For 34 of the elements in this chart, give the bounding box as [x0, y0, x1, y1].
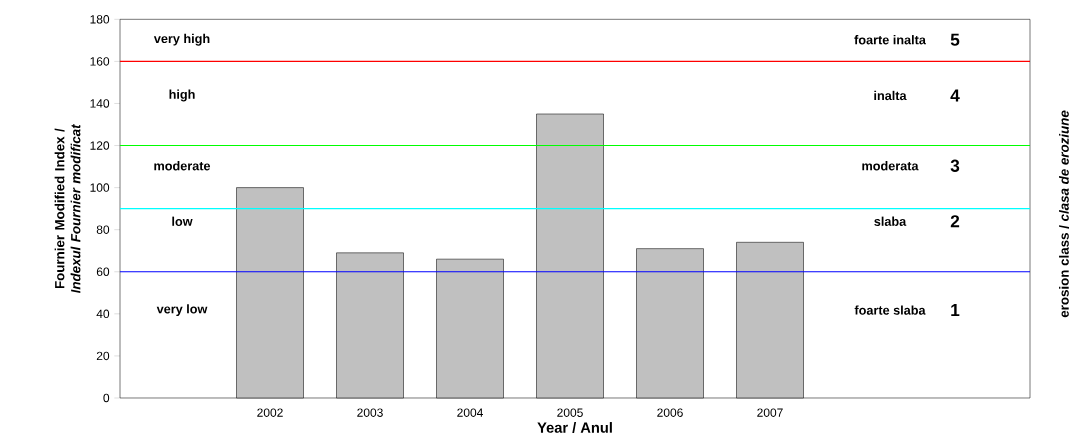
y-tick-label: 140: [90, 99, 110, 108]
x-tick-label: 2002: [257, 408, 283, 417]
annotation: very low: [156, 304, 208, 316]
y-tick-label: 40: [96, 309, 110, 319]
y-axis-title: Fournier Modified Index / Indexul Fournier modificat: [54, 123, 81, 294]
annotation: 4: [950, 89, 960, 102]
y-tick-label: 0: [103, 393, 110, 403]
annotation: 1: [951, 304, 960, 317]
annotation: 5: [950, 33, 960, 46]
x-tick-label: 2004: [457, 408, 483, 417]
annotation: low: [172, 216, 193, 226]
y2-axis-title: erosion class / clasa de eroziune: [1059, 110, 1069, 318]
annotation: inalta: [874, 90, 907, 101]
annotation: foarte inalta: [854, 35, 926, 45]
annotation: 2: [950, 215, 960, 228]
annotation: foarte slaba: [854, 305, 926, 315]
y-tick-label: 120: [90, 141, 110, 150]
x-tick-label: 2007: [757, 408, 783, 417]
y-tick-label: 80: [96, 225, 110, 234]
annotation: slaba: [874, 216, 907, 226]
y-tick-label: 20: [96, 351, 110, 361]
annotation: moderate: [154, 161, 211, 171]
annotation: moderata: [862, 161, 919, 171]
annotation: 3: [950, 159, 960, 172]
x-axis-title: Year / Anul: [537, 422, 612, 433]
x-tick-label: 2005: [557, 408, 583, 417]
x-tick-label: 2006: [657, 408, 683, 417]
annotation: very high: [153, 33, 210, 46]
x-tick-label: 2003: [357, 408, 383, 417]
annotation: high: [169, 89, 195, 102]
y-tick-label: 160: [90, 57, 110, 66]
y-tick-label: 100: [90, 183, 110, 192]
y-tick-label: 60: [96, 267, 110, 277]
y-tick-label: 180: [90, 15, 110, 24]
